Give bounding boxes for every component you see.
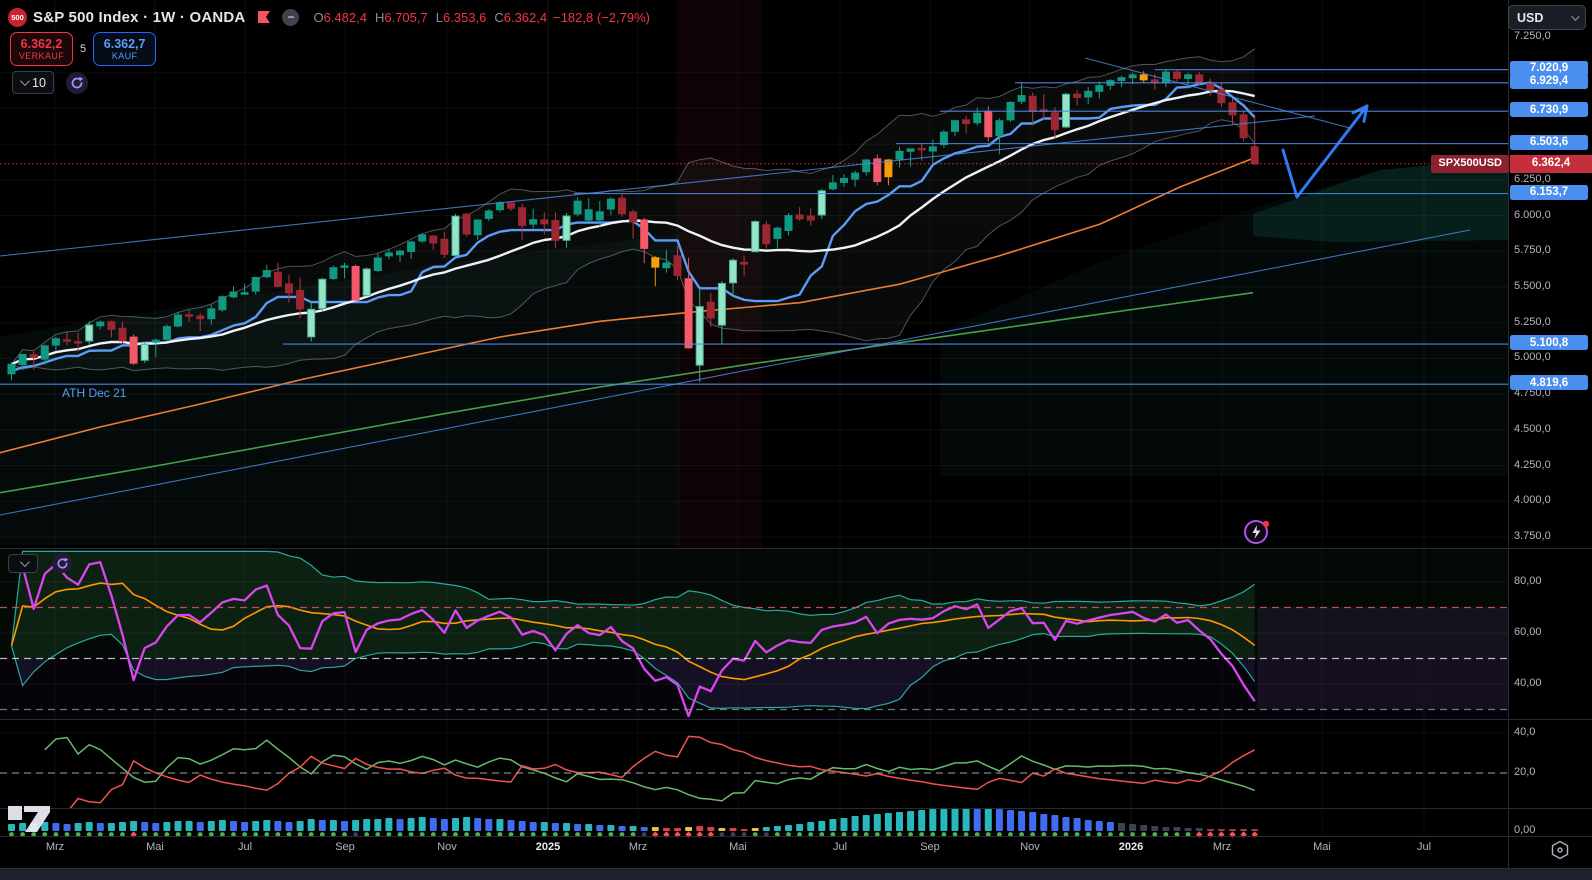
ohlc-values: O6.482,4 H6.705,7 L6.353,6 C6.362,4 bbox=[313, 10, 547, 25]
ohlc-item: O6.482,4 bbox=[313, 9, 367, 25]
buy-price: 6.362,7 bbox=[103, 36, 146, 51]
price-level-badge: 5.100,8 bbox=[1510, 335, 1588, 351]
chevron-down-icon bbox=[19, 76, 30, 87]
price-tick: 3.750,0 bbox=[1514, 530, 1551, 542]
volume-axis-tick: 0,00 bbox=[1514, 824, 1536, 836]
ohlc-item: L6.353,6 bbox=[435, 9, 487, 25]
price-tick: 5.000,0 bbox=[1514, 351, 1551, 364]
symbol-legend: 500 S&P 500 Index · 1W · OANDA − O6.482,… bbox=[8, 7, 650, 27]
time-label: Jul bbox=[237, 841, 253, 853]
trade-buttons: 6.362,2 VERKAUF 5 6.362,7 KAUF bbox=[10, 32, 157, 66]
last-price-symbol: SPX500USD bbox=[1431, 154, 1509, 173]
time-label: Jul bbox=[832, 841, 848, 853]
quantity-row: 10 bbox=[12, 71, 88, 94]
chevron-down-icon bbox=[1571, 11, 1580, 21]
price-level-badge: 6.730,9 bbox=[1510, 102, 1588, 118]
time-label: 2026 bbox=[1118, 841, 1144, 853]
last-price-badge: SPX500USD 6.362,4 bbox=[1431, 154, 1592, 173]
price-tick: 4.000,0 bbox=[1514, 494, 1551, 507]
timezone-settings-hexagon-icon[interactable] bbox=[1550, 840, 1570, 860]
time-label: Sep bbox=[920, 841, 940, 853]
buy-label: KAUF bbox=[111, 51, 138, 62]
time-label: Mai bbox=[146, 841, 164, 853]
chevron-down-icon bbox=[19, 556, 30, 567]
tradingview-watermark bbox=[8, 806, 50, 832]
currency-dropdown[interactable]: USD bbox=[1508, 5, 1586, 30]
quantity-value: 10 bbox=[32, 75, 46, 90]
buy-button[interactable]: 6.362,7 KAUF bbox=[93, 32, 157, 66]
spread-value: 5 bbox=[80, 43, 87, 55]
time-label: Nov bbox=[1020, 841, 1040, 853]
dmi-axis-tick: 40,0 bbox=[1514, 726, 1536, 738]
instant-trade-lightning-icon[interactable] bbox=[1242, 517, 1272, 547]
price-level-badge: 6.503,6 bbox=[1510, 134, 1588, 150]
indicator-refresh-icon[interactable] bbox=[52, 553, 72, 573]
price-tick: 4.750,0 bbox=[1514, 387, 1551, 400]
sell-button[interactable]: 6.362,2 VERKAUF bbox=[10, 32, 73, 66]
rsi-axis-tick: 80,00 bbox=[1514, 575, 1542, 587]
price-tick: 5.500,0 bbox=[1514, 280, 1551, 292]
hide-indicator-icon[interactable]: − bbox=[282, 8, 300, 26]
price-tick: 5.750,0 bbox=[1514, 244, 1551, 257]
price-tick: 4.500,0 bbox=[1514, 422, 1551, 435]
price-tick: 5.250,0 bbox=[1514, 315, 1551, 328]
currency-label: USD bbox=[1517, 10, 1544, 25]
ohlc-item: H6.705,7 bbox=[374, 9, 428, 25]
time-label: Nov bbox=[437, 841, 457, 853]
price-tick: 6.000,0 bbox=[1514, 208, 1551, 221]
sp500-logo-icon: 500 bbox=[8, 7, 27, 27]
ohlc-item: C6.362,4 bbox=[494, 9, 548, 25]
sell-label: VERKAUF bbox=[18, 51, 65, 62]
price-level-badge: 7.020,9 bbox=[1510, 60, 1588, 76]
price-level-badge: 6.153,7 bbox=[1510, 184, 1588, 200]
time-label: Sep bbox=[335, 841, 355, 853]
symbol-title: S&P 500 Index · 1W · OANDA bbox=[33, 8, 246, 26]
price-tick: 4.250,0 bbox=[1514, 458, 1551, 471]
rsi-axis-tick: 40,00 bbox=[1514, 677, 1542, 689]
time-label: Mai bbox=[1313, 841, 1331, 853]
ath-annotation-label: ATH Dec 21 bbox=[62, 386, 127, 400]
time-label: Mrz bbox=[1212, 841, 1232, 853]
time-label: 2025 bbox=[535, 841, 561, 853]
price-tick: 6.250,0 bbox=[1514, 172, 1551, 185]
price-level-badge: 4.819,6 bbox=[1510, 375, 1588, 391]
indicator-panel-controls bbox=[8, 553, 72, 573]
price-level-badge: 6.929,4 bbox=[1510, 73, 1588, 89]
rsi-axis-tick: 60,00 bbox=[1514, 626, 1542, 638]
quantity-dropdown[interactable]: 10 bbox=[12, 71, 54, 94]
time-label: Mai bbox=[729, 841, 747, 853]
sell-price: 6.362,2 bbox=[20, 36, 63, 51]
dmi-axis-tick: 20,0 bbox=[1514, 766, 1536, 778]
change-value: −182,8 (−2,79%) bbox=[553, 9, 650, 25]
time-label: Mrz bbox=[45, 841, 65, 853]
bottom-toolbar bbox=[0, 868, 1592, 880]
time-label: Jul bbox=[1416, 841, 1432, 853]
indicator-collapse-chevron[interactable] bbox=[8, 553, 38, 573]
time-label: Mrz bbox=[628, 841, 648, 853]
last-price-value: 6.362,4 bbox=[1510, 154, 1592, 173]
price-tick: 7.250,0 bbox=[1514, 30, 1551, 42]
flag-icon[interactable] bbox=[257, 10, 272, 25]
refresh-icon[interactable] bbox=[65, 71, 88, 94]
